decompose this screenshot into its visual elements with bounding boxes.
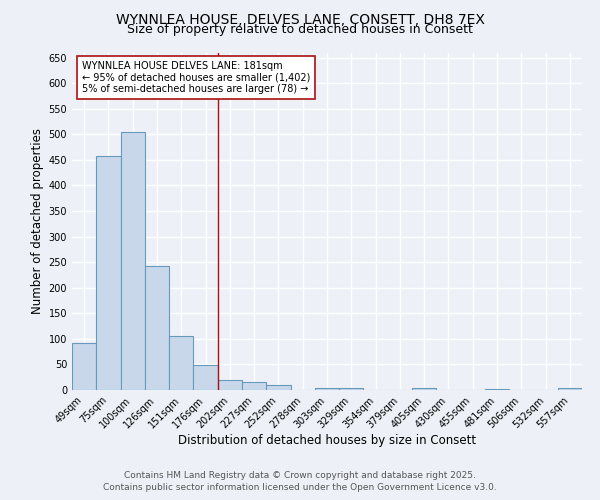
Bar [339,388,364,390]
Bar [558,388,582,390]
Text: WYNNLEA HOUSE DELVES LANE: 181sqm
← 95% of detached houses are smaller (1,402)
5: WYNNLEA HOUSE DELVES LANE: 181sqm ← 95% … [82,61,311,94]
Y-axis label: Number of detached properties: Number of detached properties [31,128,44,314]
Bar [169,336,193,390]
Bar [145,266,169,390]
Bar [315,388,339,390]
Bar [121,132,145,390]
Bar [96,156,121,390]
Bar [193,366,218,390]
Bar [485,389,509,390]
Text: Size of property relative to detached houses in Consett: Size of property relative to detached ho… [127,22,473,36]
Bar [242,382,266,390]
Bar [72,344,96,390]
Bar [218,380,242,390]
X-axis label: Distribution of detached houses by size in Consett: Distribution of detached houses by size … [178,434,476,447]
Text: Contains HM Land Registry data © Crown copyright and database right 2025.
Contai: Contains HM Land Registry data © Crown c… [103,471,497,492]
Bar [412,388,436,390]
Bar [266,386,290,390]
Text: WYNNLEA HOUSE, DELVES LANE, CONSETT, DH8 7EX: WYNNLEA HOUSE, DELVES LANE, CONSETT, DH8… [116,12,484,26]
